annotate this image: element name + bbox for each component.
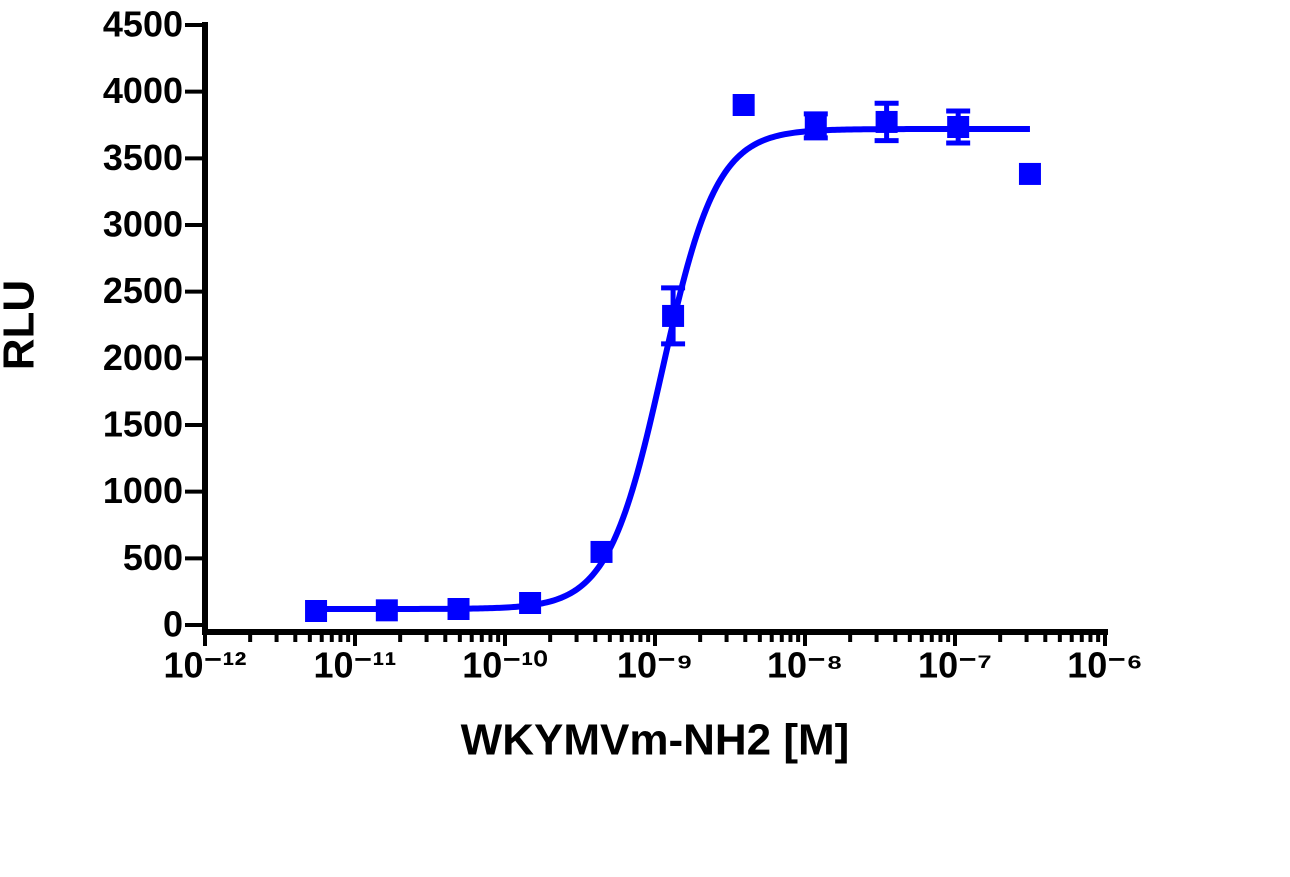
point — [519, 592, 542, 614]
x-tick-label: 10⁻⁷ — [918, 645, 992, 686]
fit-curve — [316, 126, 1030, 612]
x-tick-label: 10⁻⁶ — [1067, 645, 1143, 686]
y-tick-label: 3000 — [103, 204, 183, 245]
point — [590, 540, 613, 563]
y-tick-label: 1000 — [103, 470, 183, 511]
point — [947, 116, 970, 138]
point — [375, 599, 398, 622]
y-tick-label: 500 — [123, 537, 183, 578]
point — [732, 94, 755, 116]
y-tick-label: 2500 — [103, 270, 183, 311]
y-tick-label: 1500 — [103, 404, 183, 445]
point — [447, 598, 470, 620]
x-axis-label: WKYMVm-NH2 [M] — [461, 716, 850, 765]
point — [875, 110, 898, 133]
point — [662, 304, 685, 327]
y-tick-label: 0 — [163, 604, 183, 645]
point — [1018, 162, 1041, 185]
x-tick-label: 10⁻¹¹ — [313, 645, 396, 686]
y-tick-label: 4000 — [103, 70, 183, 111]
y-tick-label: 2000 — [103, 337, 183, 378]
point — [804, 114, 827, 137]
x-tick-label: 10⁻⁸ — [767, 645, 843, 686]
x-tick-label: 10⁻¹² — [163, 645, 246, 686]
y-tick-label: 4500 — [103, 4, 183, 45]
x-tick-label: 10⁻⁹ — [617, 645, 693, 686]
point — [305, 600, 328, 622]
x-tick-label: 10⁻¹⁰ — [462, 645, 547, 686]
y-axis-label: RLU — [0, 280, 44, 370]
y-tick-label: 3500 — [103, 137, 183, 178]
